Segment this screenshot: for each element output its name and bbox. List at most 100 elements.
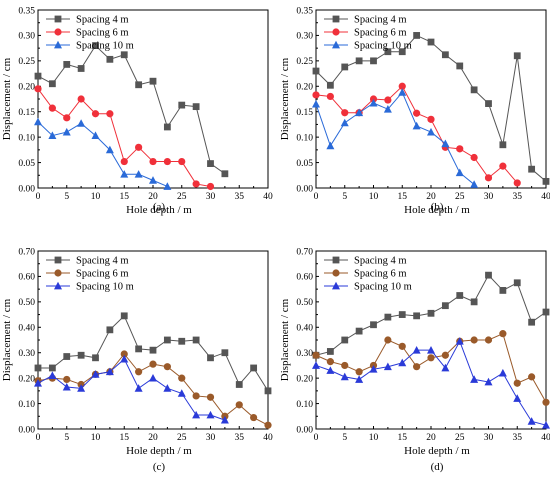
y-tick-label: 0.50 [296, 298, 313, 308]
series-1 [34, 42, 229, 178]
y-tick-label: 0.15 [18, 108, 35, 118]
legend-marker [54, 281, 62, 290]
series-line [315, 34, 547, 182]
data-point [340, 118, 349, 127]
data-point [178, 374, 186, 382]
x-tick-label: 30 [484, 192, 494, 202]
data-point [34, 85, 42, 93]
data-point [192, 103, 200, 111]
data-point [527, 417, 536, 425]
y-tick-label: 0.05 [18, 159, 35, 169]
x-tick-label: 0 [314, 433, 319, 443]
chart-panel-3: 0 5 10 15 20 25 30 35 40 0.00 0.10 0.20 0.30 0.40 0.50… [1, 247, 273, 473]
data-point [341, 361, 349, 370]
data-point [206, 182, 215, 191]
data-point [34, 379, 42, 387]
data-point [177, 389, 186, 397]
series-line [315, 340, 547, 426]
data-point [91, 110, 100, 118]
legend-label: Spacing 4 m [76, 256, 129, 267]
y-tick-label: 0.50 [18, 298, 35, 308]
y-tick-label: 0.70 [18, 247, 35, 257]
series-line [37, 358, 226, 421]
data-point [120, 350, 128, 358]
data-point [48, 131, 57, 140]
data-point [341, 336, 349, 344]
series-2 [34, 85, 215, 191]
legend-marker [332, 256, 340, 264]
data-point [542, 420, 550, 429]
data-point [34, 117, 42, 126]
x-tick-label: 5 [64, 192, 69, 202]
data-point [149, 176, 157, 184]
data-point [412, 345, 421, 354]
data-point [163, 123, 171, 131]
data-point [62, 382, 71, 391]
data-point [178, 337, 186, 345]
series-3 [34, 354, 229, 424]
x-tick-label: 40 [541, 192, 550, 202]
data-point [384, 48, 392, 56]
legend-label: Spacing 4 m [354, 256, 407, 267]
y-tick-label: 0.40 [18, 324, 35, 334]
data-point [484, 377, 493, 386]
legend-marker [54, 269, 62, 277]
data-point [427, 354, 435, 362]
data-point [77, 65, 85, 72]
data-point [250, 413, 258, 422]
data-point [326, 358, 334, 366]
data-point [62, 127, 71, 136]
legend-entry: Spacing 4 m [46, 256, 129, 267]
data-point [528, 373, 536, 381]
y-tick-label: 0.10 [18, 133, 35, 143]
legend-entry: Spacing 10 m [324, 41, 412, 52]
data-point [163, 384, 172, 392]
series-line [37, 121, 168, 187]
data-point [206, 393, 215, 401]
data-point [326, 81, 334, 89]
legend-entry: Spacing 6 m [46, 28, 129, 39]
y-tick-label: 0.30 [18, 32, 35, 42]
data-point [455, 168, 464, 177]
data-point [48, 104, 56, 112]
data-point [77, 119, 86, 127]
y-tick-label: 0.20 [296, 83, 313, 93]
data-point [235, 401, 243, 409]
legend-marker [332, 15, 340, 23]
data-point [63, 114, 71, 122]
legend-marker [332, 40, 340, 49]
data-point [105, 145, 114, 154]
data-point [398, 311, 406, 318]
data-point [513, 179, 521, 187]
data-point [413, 109, 421, 117]
data-point [135, 368, 143, 376]
x-tick-label: 20 [426, 192, 436, 202]
data-point [427, 309, 435, 317]
data-point [149, 373, 157, 382]
data-point [207, 160, 214, 167]
data-point [355, 375, 364, 383]
data-point [63, 375, 71, 384]
panel-label: (d) [431, 461, 444, 473]
legend-marker [332, 269, 340, 277]
data-point [456, 292, 464, 299]
y-tick-label: 0.10 [296, 133, 313, 143]
data-point [499, 141, 507, 149]
data-point [192, 180, 200, 188]
data-point [192, 392, 200, 400]
data-point [312, 351, 320, 359]
y-tick-label: 0.20 [296, 374, 313, 384]
legend-label: Spacing 4 m [76, 15, 129, 26]
data-point [427, 127, 435, 136]
series-2 [312, 82, 521, 187]
y-tick-label: 0.25 [18, 57, 35, 67]
legend-marker [332, 28, 340, 36]
legend-marker [332, 281, 340, 290]
data-point [134, 384, 143, 392]
x-axis-title: Hole depth / m [404, 204, 470, 216]
data-point [220, 415, 229, 424]
data-point [370, 321, 377, 329]
legend-entry: Spacing 6 m [324, 28, 407, 39]
x-tick-label: 0 [314, 192, 319, 202]
legend-label: Spacing 6 m [354, 269, 407, 280]
